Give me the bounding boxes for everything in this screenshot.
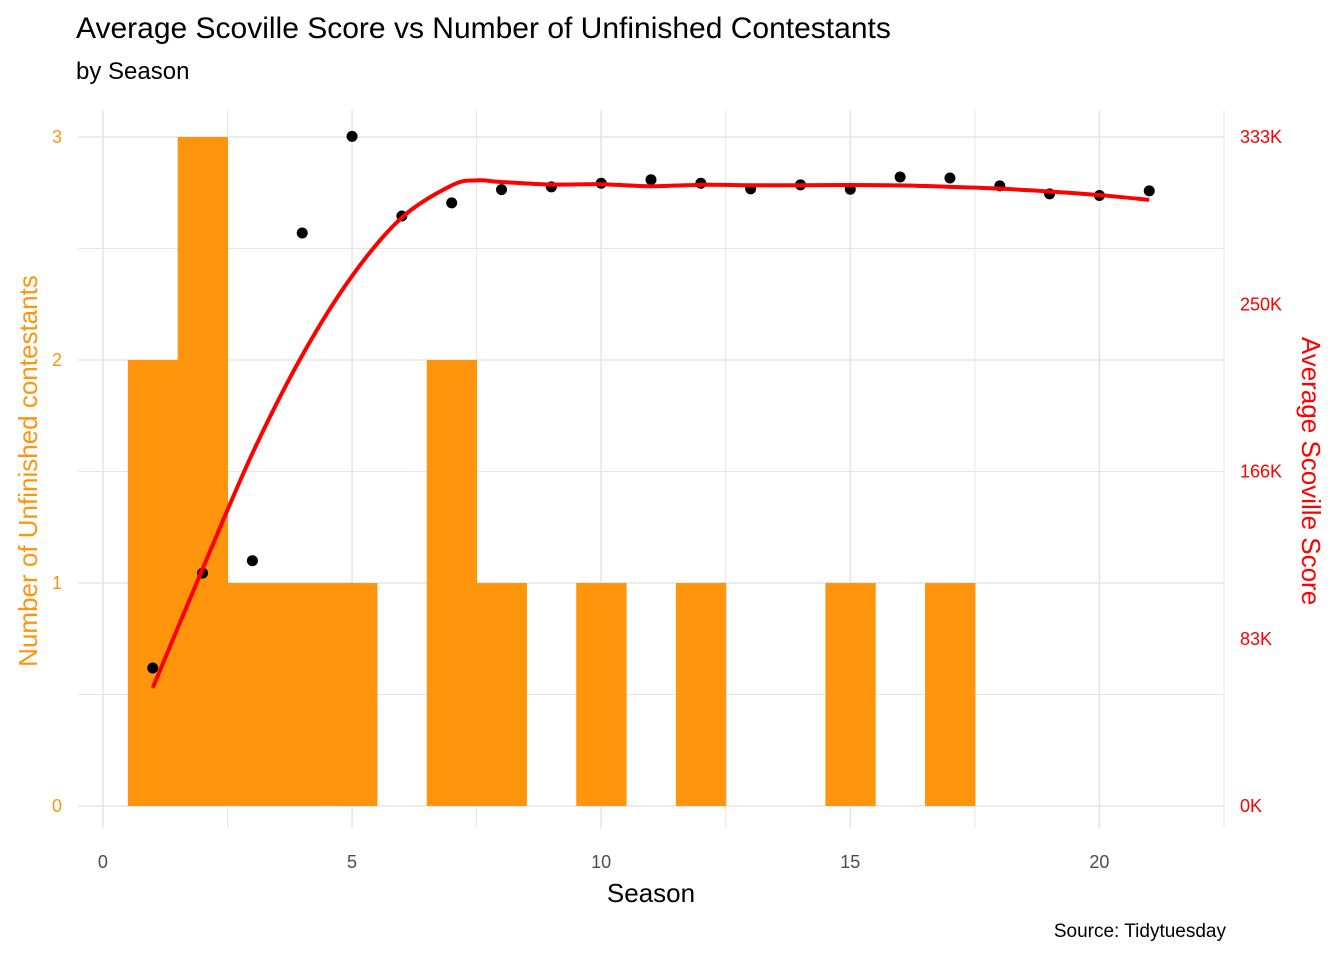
chart-subtitle: by Season [76,58,190,85]
chart-title: Average Scoville Score vs Number of Unfi… [76,12,891,45]
y-tick-left: 2 [52,350,62,370]
y-tick-left: 3 [52,127,62,147]
y-tick-right: 0K [1240,796,1262,816]
bar-series [127,137,976,806]
x-axis-ticks: 0 5 10 15 20 [98,852,1110,872]
point-season-3 [246,555,258,567]
point-season-21 [1143,185,1155,197]
y-tick-right: 250K [1240,294,1282,314]
point-season-5 [346,130,358,142]
y-axis-title-right: Average Scoville Score [1296,337,1326,605]
bar-season-17 [925,583,976,806]
x-tick: 10 [591,852,611,872]
chart-caption: Source: Tidytuesday [1053,921,1226,942]
bar-season-1 [127,360,179,806]
y-tick-left: 0 [52,796,62,816]
bar-season-12 [675,583,727,806]
right-axis-ticks: 0K 83K 166K 250K 333K [1240,127,1282,816]
bar-season-4 [277,583,328,806]
x-tick: 0 [98,852,108,872]
point-season-11 [645,174,657,186]
point-season-1 [147,662,159,674]
bar-season-2 [177,137,228,806]
point-season-7 [446,197,458,209]
bar-season-15 [825,583,876,806]
y-tick-right: 166K [1240,462,1282,482]
y-tick-right: 83K [1240,629,1272,649]
bar-season-8 [476,583,527,806]
x-tick: 15 [840,852,860,872]
point-season-16 [894,171,906,183]
bar-season-3 [227,583,278,806]
x-axis-title: Season [607,878,695,908]
point-season-17 [944,172,956,184]
point-season-4 [296,227,308,239]
left-axis-ticks: 0 1 2 3 [52,127,62,816]
y-tick-left: 1 [52,573,62,593]
y-tick-right: 333K [1240,127,1282,147]
bar-season-10 [576,583,627,806]
x-tick: 20 [1089,852,1109,872]
bar-season-7 [426,360,478,806]
x-tick: 5 [347,852,357,872]
point-season-8 [496,184,508,196]
smooth-line [150,178,1150,689]
y-axis-title-left: Number of Unfinished contestants [13,275,43,667]
bar-season-5 [327,583,378,806]
